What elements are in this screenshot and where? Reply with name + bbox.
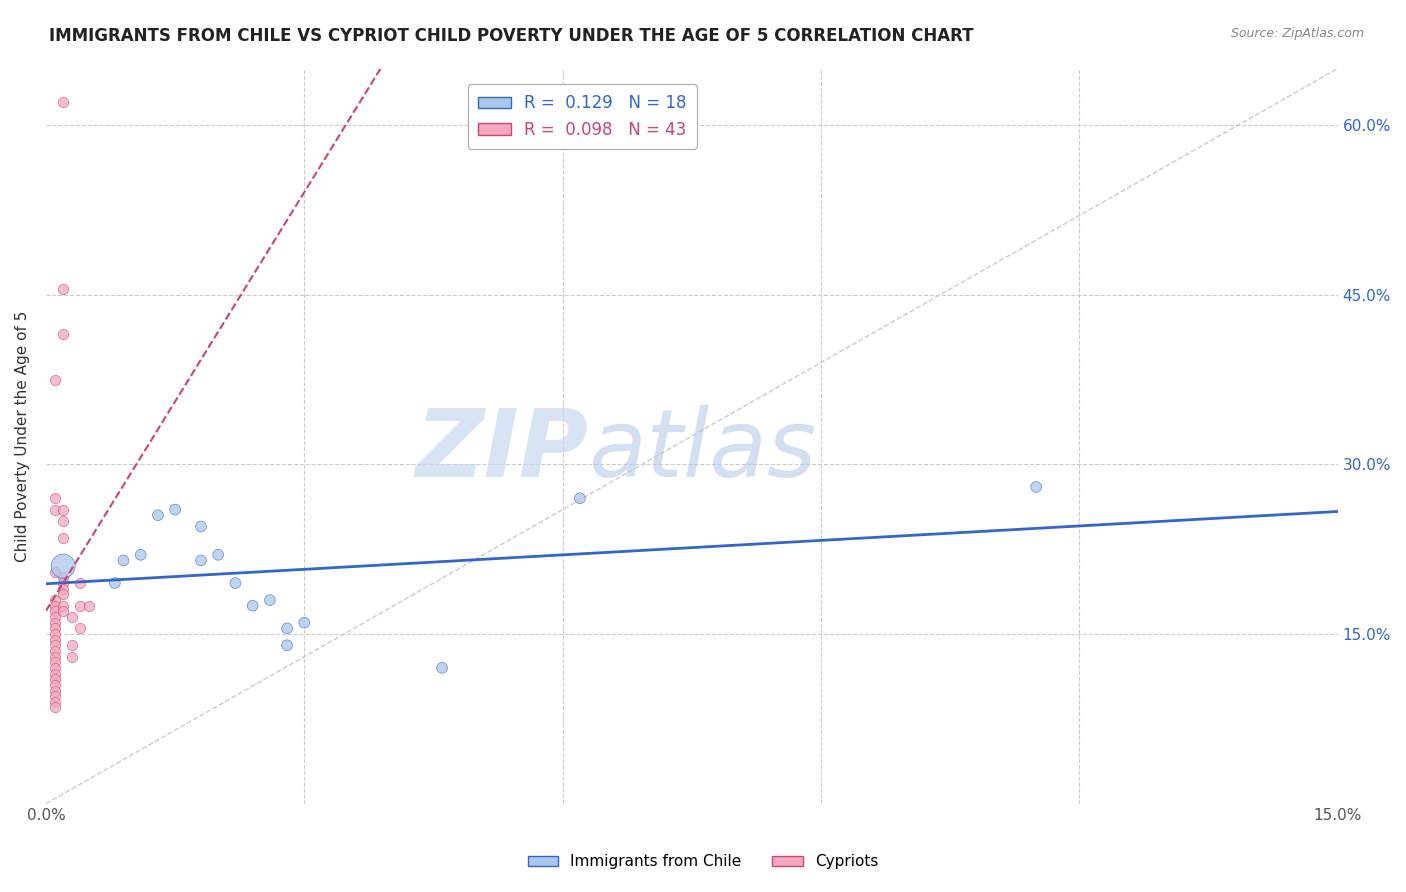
Text: Source: ZipAtlas.com: Source: ZipAtlas.com — [1230, 27, 1364, 40]
Point — [52, 570, 75, 584]
Point — [1025, 480, 1047, 494]
Point — [60, 649, 83, 664]
Point — [52, 599, 75, 613]
Point — [44, 372, 66, 386]
Point — [129, 548, 152, 562]
Point — [44, 627, 66, 641]
Point — [146, 508, 169, 523]
Point — [52, 604, 75, 618]
Point — [104, 576, 127, 591]
Point — [276, 638, 298, 652]
Text: ZIP: ZIP — [416, 405, 589, 497]
Point — [44, 689, 66, 703]
Legend: R =  0.129   N = 18, R =  0.098   N = 43: R = 0.129 N = 18, R = 0.098 N = 43 — [468, 84, 697, 149]
Point — [44, 661, 66, 675]
Point — [112, 553, 135, 567]
Point — [259, 593, 281, 607]
Point — [69, 599, 91, 613]
Point — [52, 282, 75, 296]
Point — [52, 559, 75, 574]
Point — [190, 519, 212, 533]
Point — [60, 610, 83, 624]
Point — [44, 599, 66, 613]
Point — [44, 610, 66, 624]
Point — [44, 491, 66, 506]
Point — [44, 621, 66, 635]
Point — [44, 700, 66, 714]
Point — [52, 95, 75, 110]
Point — [430, 661, 453, 675]
Y-axis label: Child Poverty Under the Age of 5: Child Poverty Under the Age of 5 — [15, 310, 30, 562]
Point — [224, 576, 246, 591]
Point — [44, 615, 66, 630]
Point — [44, 695, 66, 709]
Text: IMMIGRANTS FROM CHILE VS CYPRIOT CHILD POVERTY UNDER THE AGE OF 5 CORRELATION CH: IMMIGRANTS FROM CHILE VS CYPRIOT CHILD P… — [49, 27, 974, 45]
Point — [52, 327, 75, 342]
Point — [568, 491, 591, 506]
Point — [52, 514, 75, 528]
Point — [44, 672, 66, 686]
Point — [44, 644, 66, 658]
Point — [52, 531, 75, 545]
Text: atlas: atlas — [589, 405, 817, 496]
Point — [44, 655, 66, 669]
Point — [69, 621, 91, 635]
Point — [52, 576, 75, 591]
Point — [44, 666, 66, 681]
Point — [44, 649, 66, 664]
Point — [207, 548, 229, 562]
Point — [52, 587, 75, 601]
Point — [77, 599, 100, 613]
Point — [44, 502, 66, 516]
Point — [60, 638, 83, 652]
Point — [292, 615, 315, 630]
Legend: Immigrants from Chile, Cypriots: Immigrants from Chile, Cypriots — [522, 848, 884, 875]
Point — [165, 502, 187, 516]
Point — [190, 553, 212, 567]
Point — [44, 565, 66, 579]
Point — [44, 638, 66, 652]
Point — [276, 621, 298, 635]
Point — [44, 632, 66, 647]
Point — [44, 678, 66, 692]
Point — [242, 599, 264, 613]
Point — [44, 683, 66, 698]
Point — [69, 576, 91, 591]
Point — [52, 582, 75, 596]
Point — [44, 593, 66, 607]
Point — [52, 502, 75, 516]
Point — [44, 604, 66, 618]
